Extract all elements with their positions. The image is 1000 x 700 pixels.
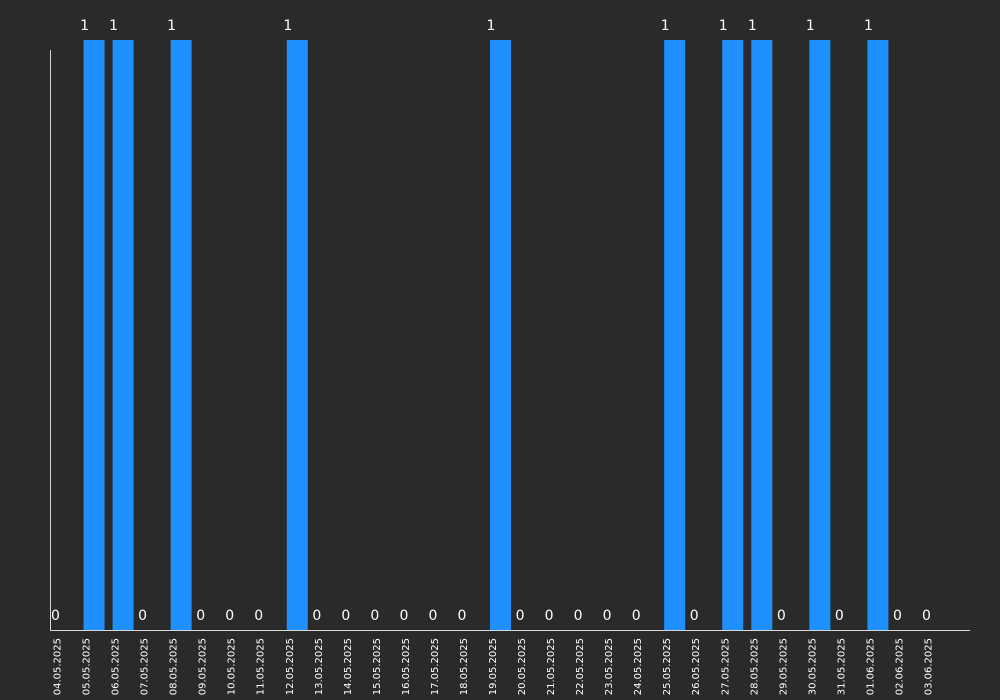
x-tick-label-11.05.2025: 11.05.2025 bbox=[256, 638, 267, 695]
x-tick-label-20.05.2025: 20.05.2025 bbox=[517, 638, 528, 695]
x-tick-label-01.06.2025: 01.06.2025 bbox=[865, 638, 876, 695]
x-tick-label-23.05.2025: 23.05.2025 bbox=[604, 638, 615, 695]
value-label-17.05.2025: 0 bbox=[428, 608, 437, 624]
value-label-15.05.2025: 0 bbox=[370, 608, 379, 624]
bar-19.05.2025 bbox=[490, 40, 511, 630]
value-label-05.05.2025: 1 bbox=[80, 18, 89, 34]
value-label-24.05.2025: 0 bbox=[632, 608, 641, 624]
value-label-14.05.2025: 0 bbox=[341, 608, 350, 624]
x-tick-label-02.06.2025: 02.06.2025 bbox=[894, 638, 905, 695]
x-tick-label-29.05.2025: 29.05.2025 bbox=[778, 638, 789, 695]
x-tick-label-25.05.2025: 25.05.2025 bbox=[662, 638, 673, 695]
bar-30.05.2025 bbox=[809, 40, 831, 630]
bar-01.06.2025 bbox=[867, 40, 889, 630]
bar-05.05.2025 bbox=[83, 40, 105, 630]
x-tick-label-14.05.2025: 14.05.2025 bbox=[343, 638, 354, 695]
value-label-20.05.2025: 0 bbox=[516, 608, 525, 624]
x-tick-label-15.05.2025: 15.05.2025 bbox=[372, 638, 383, 695]
value-label-26.05.2025: 0 bbox=[690, 608, 699, 624]
x-tick-label-18.05.2025: 18.05.2025 bbox=[459, 638, 470, 695]
value-labels-group: 0 1 1 0 1 0 0 0 1 0 0 0 0 0 0 1 0 0 0 0 0 1 0 1 1 0 1 0 1 0 0 bbox=[51, 18, 931, 624]
x-tick-label-12.05.2025: 12.05.2025 bbox=[285, 638, 296, 695]
value-label-03.06.2025: 0 bbox=[922, 608, 931, 624]
value-label-12.05.2025: 1 bbox=[283, 18, 292, 34]
value-label-30.05.2025: 1 bbox=[806, 18, 815, 34]
x-tick-label-19.05.2025: 19.05.2025 bbox=[488, 638, 499, 695]
bar-28.05.2025 bbox=[751, 40, 773, 630]
x-tick-label-17.05.2025: 17.05.2025 bbox=[430, 638, 441, 695]
x-tick-label-24.05.2025: 24.05.2025 bbox=[633, 638, 644, 695]
bar-08.05.2025 bbox=[170, 40, 192, 630]
value-label-25.05.2025: 1 bbox=[661, 18, 670, 34]
x-tick-label-04.05.2025: 04.05.2025 bbox=[53, 638, 64, 695]
value-label-06.05.2025: 1 bbox=[109, 18, 118, 34]
value-label-07.05.2025: 0 bbox=[138, 608, 147, 624]
value-label-11.05.2025: 0 bbox=[254, 608, 263, 624]
value-label-23.05.2025: 0 bbox=[603, 608, 612, 624]
x-tick-label-08.05.2025: 08.05.2025 bbox=[169, 638, 180, 695]
x-tick-label-21.05.2025: 21.05.2025 bbox=[546, 638, 557, 695]
x-tick-label-13.05.2025: 13.05.2025 bbox=[314, 638, 325, 695]
value-label-27.05.2025: 1 bbox=[719, 18, 728, 34]
x-tick-label-05.05.2025: 05.05.2025 bbox=[82, 638, 93, 695]
value-label-09.05.2025: 0 bbox=[196, 608, 205, 624]
value-label-28.05.2025: 1 bbox=[748, 18, 757, 34]
value-label-04.05.2025: 0 bbox=[51, 608, 60, 624]
x-tick-label-07.05.2025: 07.05.2025 bbox=[140, 638, 151, 695]
x-tick-label-06.05.2025: 06.05.2025 bbox=[111, 638, 122, 695]
value-label-29.05.2025: 0 bbox=[777, 608, 786, 624]
value-label-18.05.2025: 0 bbox=[458, 608, 467, 624]
x-tick-label-26.05.2025: 26.05.2025 bbox=[691, 638, 702, 695]
x-tick-label-09.05.2025: 09.05.2025 bbox=[198, 638, 209, 695]
value-label-16.05.2025: 0 bbox=[399, 608, 408, 624]
x-tick-labels-group: 04.05.2025 05.05.2025 06.05.2025 07.05.2025… bbox=[53, 638, 935, 695]
x-tick-label-03.06.2025: 03.06.2025 bbox=[923, 638, 934, 695]
value-label-31.05.2025: 0 bbox=[835, 608, 844, 624]
bar-06.05.2025 bbox=[112, 40, 134, 630]
value-label-02.06.2025: 0 bbox=[893, 608, 902, 624]
value-label-21.05.2025: 0 bbox=[545, 608, 554, 624]
x-tick-label-30.05.2025: 30.05.2025 bbox=[807, 638, 818, 695]
bar-12.05.2025 bbox=[286, 40, 308, 630]
x-tick-label-10.05.2025: 10.05.2025 bbox=[227, 638, 238, 695]
value-label-13.05.2025: 0 bbox=[312, 608, 321, 624]
bars-group bbox=[83, 40, 889, 630]
x-tick-label-28.05.2025: 28.05.2025 bbox=[749, 638, 760, 695]
x-tick-label-27.05.2025: 27.05.2025 bbox=[720, 638, 731, 695]
value-label-01.06.2025: 1 bbox=[864, 18, 873, 34]
bar-27.05.2025 bbox=[722, 40, 744, 630]
value-label-22.05.2025: 0 bbox=[574, 608, 583, 624]
x-tick-label-22.05.2025: 22.05.2025 bbox=[575, 638, 586, 695]
x-tick-label-31.05.2025: 31.05.2025 bbox=[836, 638, 847, 695]
value-label-08.05.2025: 1 bbox=[167, 18, 176, 34]
value-label-10.05.2025: 0 bbox=[225, 608, 234, 624]
x-tick-label-16.05.2025: 16.05.2025 bbox=[401, 638, 412, 695]
bar-25.05.2025 bbox=[664, 40, 686, 630]
value-label-19.05.2025: 1 bbox=[487, 18, 496, 34]
